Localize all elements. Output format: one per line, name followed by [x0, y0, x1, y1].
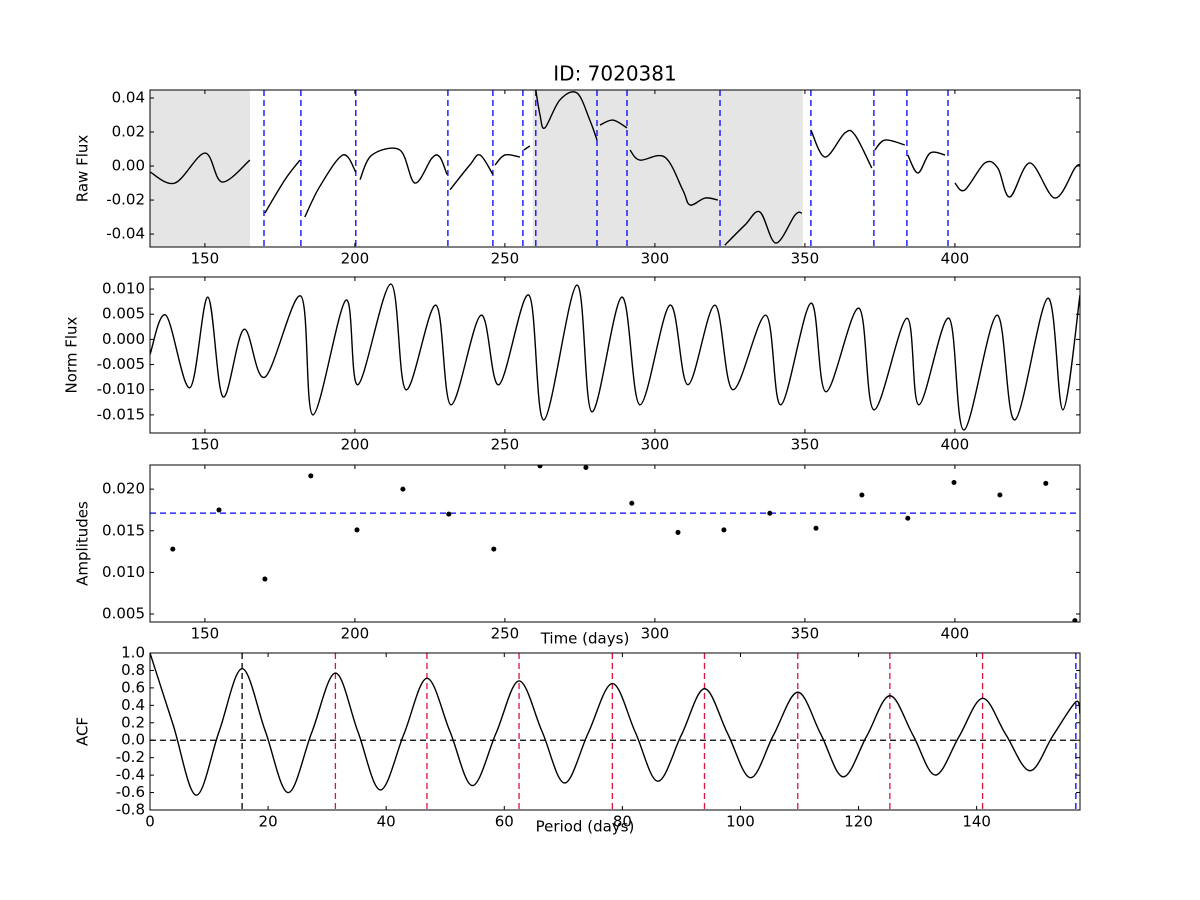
- data-point: [997, 492, 1003, 498]
- data-point: [537, 465, 543, 469]
- panel: 150 200 250 300 350 400 -0.04 -0.02 0.00 0.02 0.04…: [74, 62, 1081, 268]
- panel: 150 200 250 300 350 400 -0.015 -0.010 -0.005 0.00…: [63, 276, 1081, 454]
- x-tick-label: 300: [641, 436, 670, 454]
- y-tick-label: -0.04: [106, 225, 145, 243]
- data-point: [262, 576, 268, 582]
- data-point: [583, 465, 589, 470]
- data-point: [721, 527, 727, 533]
- data-line: [150, 283, 1080, 431]
- data-point: [170, 546, 176, 552]
- y-tick-label: -0.005: [97, 355, 145, 373]
- data-point: [675, 529, 681, 535]
- plot-area: [150, 283, 1080, 431]
- x-tick-label: 150: [191, 625, 220, 643]
- y-axis-label: Norm Flux: [63, 316, 81, 393]
- data-point: [629, 500, 635, 506]
- data-point: [400, 486, 406, 492]
- y-tick-label: 0.010: [102, 563, 145, 581]
- x-tick-label: 140: [962, 813, 991, 831]
- y-tick-label: 0.005: [102, 305, 145, 323]
- x-tick-label: 100: [726, 813, 755, 831]
- x-tick-label: 400: [941, 625, 970, 643]
- data-line: [150, 653, 1080, 796]
- x-tick-label: 250: [491, 250, 520, 268]
- y-tick-label: 0.2: [121, 713, 145, 731]
- data-point: [813, 525, 819, 531]
- y-tick-label: 0.4: [121, 696, 145, 714]
- axes-frame: [149, 464, 1081, 623]
- y-tick-label: 1.0: [121, 644, 145, 662]
- x-tick-label: 350: [791, 436, 820, 454]
- x-tick-label: 200: [341, 250, 370, 268]
- y-tick-label: 0.0: [121, 731, 145, 749]
- y-tick-label: 0.02: [112, 123, 145, 141]
- y-tick-label: 0.04: [112, 88, 145, 106]
- x-tick-label: 350: [791, 250, 820, 268]
- shaded-span: [532, 90, 803, 247]
- axes-frame: [149, 652, 1081, 811]
- y-tick-label: -0.4: [116, 766, 145, 784]
- x-tick-label: 120: [844, 813, 873, 831]
- y-tick-label: 0.00: [112, 157, 145, 175]
- x-tick-label: 300: [641, 250, 670, 268]
- y-axis-label: Amplitudes: [74, 501, 92, 586]
- data-point: [491, 546, 497, 552]
- y-tick-label: 0.010: [102, 280, 145, 298]
- chart-title: ID: 7020381: [553, 62, 676, 86]
- x-tick-label: 400: [941, 250, 970, 268]
- x-axis-label: Time (days): [540, 630, 630, 648]
- axes-frame: [149, 276, 1081, 434]
- x-tick-label: 60: [495, 813, 514, 831]
- data-point: [446, 511, 452, 517]
- panel: 150 200 250 300 350 400 0.005 0.010 0.015 0.020 Am…: [74, 464, 1081, 648]
- x-tick-label: 350: [791, 625, 820, 643]
- data-point: [1072, 618, 1078, 622]
- y-tick-label: 0.015: [102, 521, 145, 539]
- data-point: [354, 527, 360, 533]
- x-tick-label: 20: [259, 813, 278, 831]
- y-tick-label: 0.6: [121, 678, 145, 696]
- data-point: [905, 515, 911, 521]
- y-tick-label: 0.020: [102, 480, 145, 498]
- x-tick-label: 0: [145, 813, 155, 831]
- y-axis-label: Raw Flux: [74, 135, 92, 203]
- y-tick-label: 0.8: [121, 661, 145, 679]
- x-tick-label: 300: [641, 625, 670, 643]
- y-tick-label: -0.02: [106, 191, 145, 209]
- data-point: [767, 510, 773, 516]
- data-point: [951, 479, 957, 485]
- y-axis-label: ACF: [74, 717, 92, 746]
- data-point: [1043, 480, 1049, 486]
- x-tick-label: 250: [491, 625, 520, 643]
- plot-area: [150, 653, 1080, 810]
- plot-area: [150, 90, 1080, 247]
- y-tick-label: -0.015: [97, 405, 145, 423]
- data-point: [216, 507, 222, 513]
- panel: 0 20 40 60 80 100 120 140 -0.8-0.6-0.4-0.20.00.2…: [74, 644, 1081, 836]
- axes-frame: [149, 89, 1081, 248]
- x-tick-label: 80: [613, 813, 632, 831]
- y-tick-label: -0.8: [116, 801, 145, 819]
- x-tick-label: 40: [377, 813, 396, 831]
- x-axis-label: Period (days): [536, 818, 635, 836]
- y-tick-label: -0.010: [97, 380, 145, 398]
- data-point: [308, 473, 314, 479]
- y-tick-label: -0.6: [116, 783, 145, 801]
- y-tick-label: 0.005: [102, 605, 145, 623]
- plot-area: [150, 465, 1080, 622]
- x-tick-label: 150: [191, 250, 220, 268]
- x-tick-label: 150: [191, 436, 220, 454]
- x-tick-label: 200: [341, 436, 370, 454]
- x-tick-label: 250: [491, 436, 520, 454]
- data-line: [150, 90, 1080, 246]
- y-tick-label: -0.2: [116, 748, 145, 766]
- y-tick-label: 0.000: [102, 330, 145, 348]
- shaded-span: [150, 90, 250, 247]
- x-tick-label: 200: [341, 625, 370, 643]
- x-tick-label: 400: [941, 436, 970, 454]
- data-point: [859, 492, 865, 498]
